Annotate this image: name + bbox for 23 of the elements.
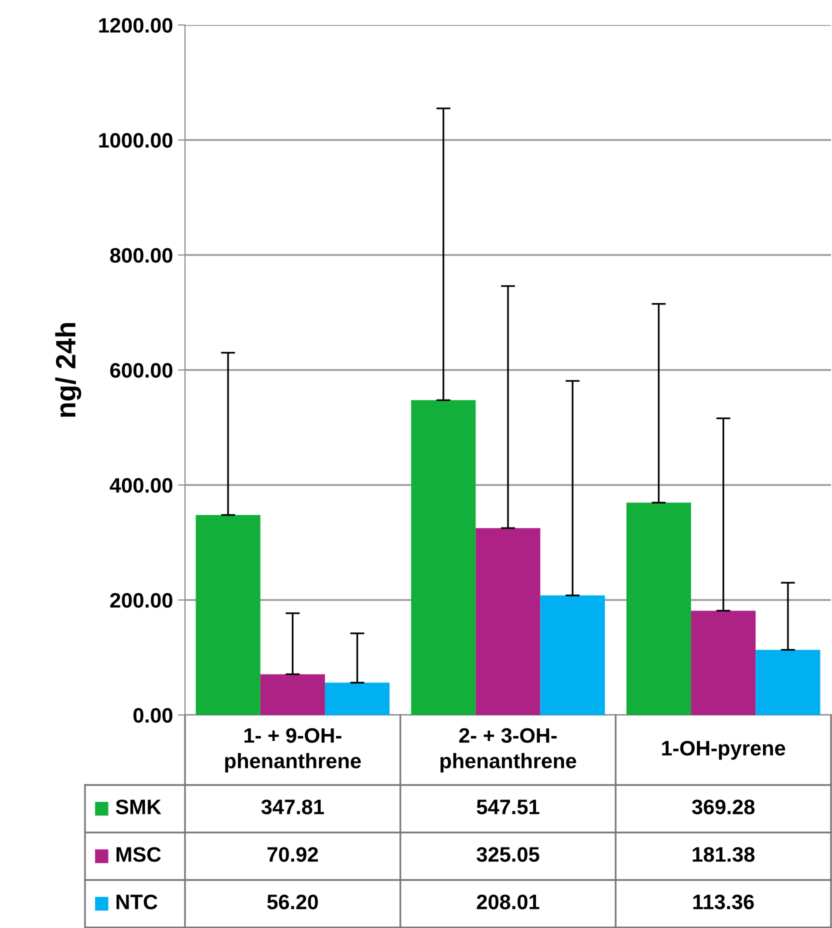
- data-label: 347.81: [261, 800, 324, 814]
- y-tick-label: 400.00: [110, 478, 172, 493]
- y-tick-label: 800.00: [110, 248, 172, 263]
- data-label: 325.05: [476, 847, 540, 862]
- x-tick-label: 1-OH-pyrene: [662, 740, 786, 760]
- legend-label: SMK: [116, 800, 162, 814]
- data-label: 547.51: [476, 800, 540, 814]
- data-label: 56.20: [267, 894, 318, 910]
- y-tick-label: 200.00: [110, 593, 172, 608]
- y-tick-label: 1000.00: [99, 133, 172, 148]
- data-label: 113.36: [693, 894, 754, 910]
- x-tick-label: 2- + 3-OH- phenanthrene: [440, 728, 576, 772]
- x-tick-label: 1- + 9-OH- phenanthrene: [225, 728, 361, 772]
- legend-label: MSC: [116, 847, 161, 862]
- y-tick-label: 0.00: [133, 708, 172, 723]
- data-label: 208.01: [476, 894, 540, 910]
- y-tick-label: 1200.00: [99, 18, 172, 33]
- data-label: 181.38: [692, 847, 755, 862]
- data-label: 70.92: [267, 847, 318, 862]
- y-axis-title: ng/ 24h: [55, 323, 82, 417]
- data-label: 369.28: [692, 800, 755, 814]
- y-tick-label: 600.00: [110, 363, 172, 378]
- legend-label: NTC: [116, 894, 158, 910]
